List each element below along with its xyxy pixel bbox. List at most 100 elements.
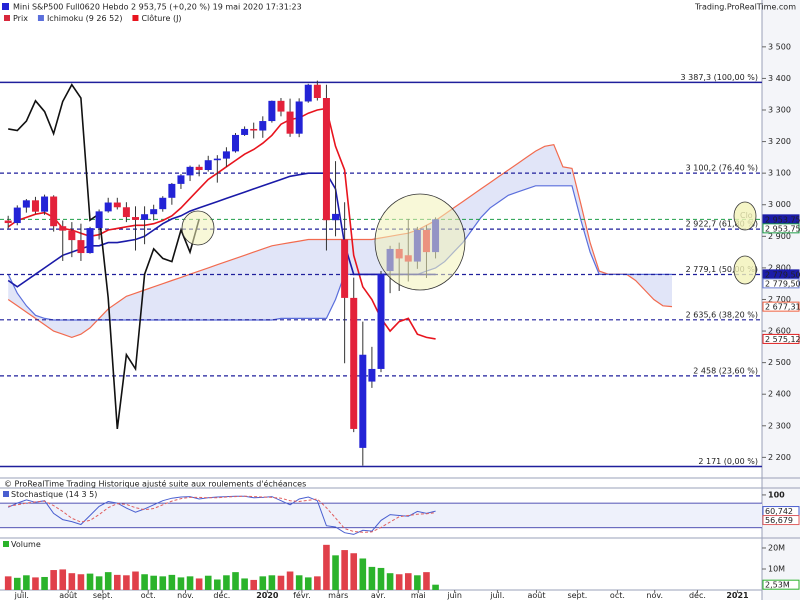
volume-bar — [323, 544, 330, 590]
y-tick-label: 2 500 — [768, 358, 791, 367]
price-label-box — [762, 579, 800, 590]
price-label-text: 2 677,31 — [765, 303, 800, 312]
x-tick-label: déc. — [213, 590, 230, 600]
y-tick-label: 10M — [768, 564, 785, 573]
volume-bar — [414, 575, 421, 590]
volume-bar — [341, 550, 348, 590]
price-label-text: 2 953,75 — [765, 215, 800, 224]
volume-bar — [395, 574, 403, 590]
volume-bar — [104, 572, 112, 590]
volume-bar — [204, 575, 212, 590]
volume-bar — [423, 572, 430, 590]
volume-bar — [304, 577, 312, 590]
y-tick-label: 2 900 — [768, 232, 791, 241]
price-label: 2 575,12 — [762, 333, 800, 344]
volume-bar — [77, 574, 85, 590]
volume-bar — [41, 576, 48, 590]
footer: © ProRealTime Trading Historique ajusté … — [4, 479, 306, 489]
y-tick-label: 3 500 — [768, 42, 791, 51]
x-tick-label: sept. — [93, 591, 113, 600]
price-label: 2 677,31 — [762, 301, 800, 312]
price-label-text: 60,742 — [765, 507, 793, 516]
span-b — [7, 185, 672, 321]
annotations — [181, 193, 757, 291]
candle-body — [241, 128, 249, 135]
price-label-text: 2 779,50 — [765, 279, 800, 288]
y-tick-label: 3 300 — [768, 106, 791, 115]
fib-label: 2 635,6 (38,20 %) — [686, 310, 758, 319]
volume-bar — [50, 570, 57, 590]
candle-body — [41, 196, 49, 212]
price-label: 60,742 — [762, 506, 800, 517]
volume-bar — [223, 575, 230, 590]
candle-body — [377, 274, 385, 369]
candle-body — [277, 100, 285, 112]
x-tick-label: mai — [411, 591, 426, 600]
volume-bar — [359, 558, 367, 590]
x-tick-label: juil. — [14, 591, 29, 600]
stoch-band — [0, 503, 762, 528]
legend-swatch — [4, 15, 10, 21]
price-label-box — [762, 301, 800, 312]
candle-body — [4, 220, 12, 224]
volume-bar — [250, 579, 257, 590]
candle-body — [122, 207, 130, 218]
x-tick-label: oct. — [610, 591, 625, 600]
candle-body — [168, 183, 176, 198]
y-tick-label: 3 200 — [768, 137, 791, 146]
candle-body — [222, 151, 230, 159]
volume-bar — [114, 574, 121, 590]
candle-body — [131, 217, 139, 220]
price-label-text: 2,53M — [765, 581, 790, 590]
price-label: 2 779,50 — [762, 269, 800, 280]
candle-body — [13, 207, 21, 224]
candle-body — [204, 160, 212, 170]
highlight-circle — [181, 210, 215, 246]
span-a — [7, 144, 673, 339]
price-label-text: 2 953,75 — [765, 224, 800, 233]
volume-bar — [241, 578, 248, 590]
candle-body — [77, 240, 85, 254]
volume-bar — [286, 571, 294, 590]
volume-bar — [268, 575, 276, 590]
x-tick-label: déc. — [689, 590, 706, 600]
candle-body — [322, 98, 330, 221]
x-tick-label: avr. — [371, 591, 386, 600]
price-label-text: 2 575,12 — [765, 335, 800, 344]
x-tick-label: févr. — [293, 590, 311, 600]
y-tick-label: 2 700 — [768, 295, 791, 304]
candle-body — [286, 111, 294, 134]
candle-body — [250, 128, 258, 131]
volume-bar — [59, 569, 67, 590]
y-tick-label: 2 400 — [768, 390, 791, 399]
volume-bar — [32, 577, 39, 590]
y-tick-label: 3 400 — [768, 74, 791, 83]
price-label: 56,679 — [762, 515, 800, 526]
price-label: 2 953,75 — [762, 214, 800, 225]
y-tick-label: 20M — [768, 543, 785, 552]
y-tick-label: 2 800 — [768, 263, 791, 272]
candle-body — [22, 200, 30, 208]
panel-title: Volume — [11, 540, 41, 549]
volume-bar — [150, 575, 157, 590]
fib-label: 2 922,7 (61,80 %) — [686, 220, 758, 229]
candle-body — [141, 214, 149, 220]
highlight-circle — [374, 193, 466, 291]
x-tick-label: oct. — [141, 591, 156, 600]
candle-body — [368, 368, 376, 382]
volume-bar — [86, 573, 94, 590]
candle-body — [350, 297, 358, 429]
x-tick-label: nov. — [177, 591, 194, 600]
y-tick-label: 100 — [768, 490, 785, 499]
candle-body — [341, 239, 349, 298]
legend-label: Prix — [13, 14, 28, 23]
volume-bar — [195, 578, 203, 590]
x-tick-label: sept. — [567, 591, 587, 600]
y-tick-label: 2 300 — [768, 421, 791, 430]
x-tick-label: août — [527, 591, 545, 600]
volume-bar — [232, 572, 239, 590]
price-label-text: 2 779,50 — [765, 270, 800, 279]
candle-body — [59, 226, 67, 231]
price-label-box — [762, 515, 800, 526]
panel-title: Stochastique (14 3 5) — [11, 490, 97, 499]
